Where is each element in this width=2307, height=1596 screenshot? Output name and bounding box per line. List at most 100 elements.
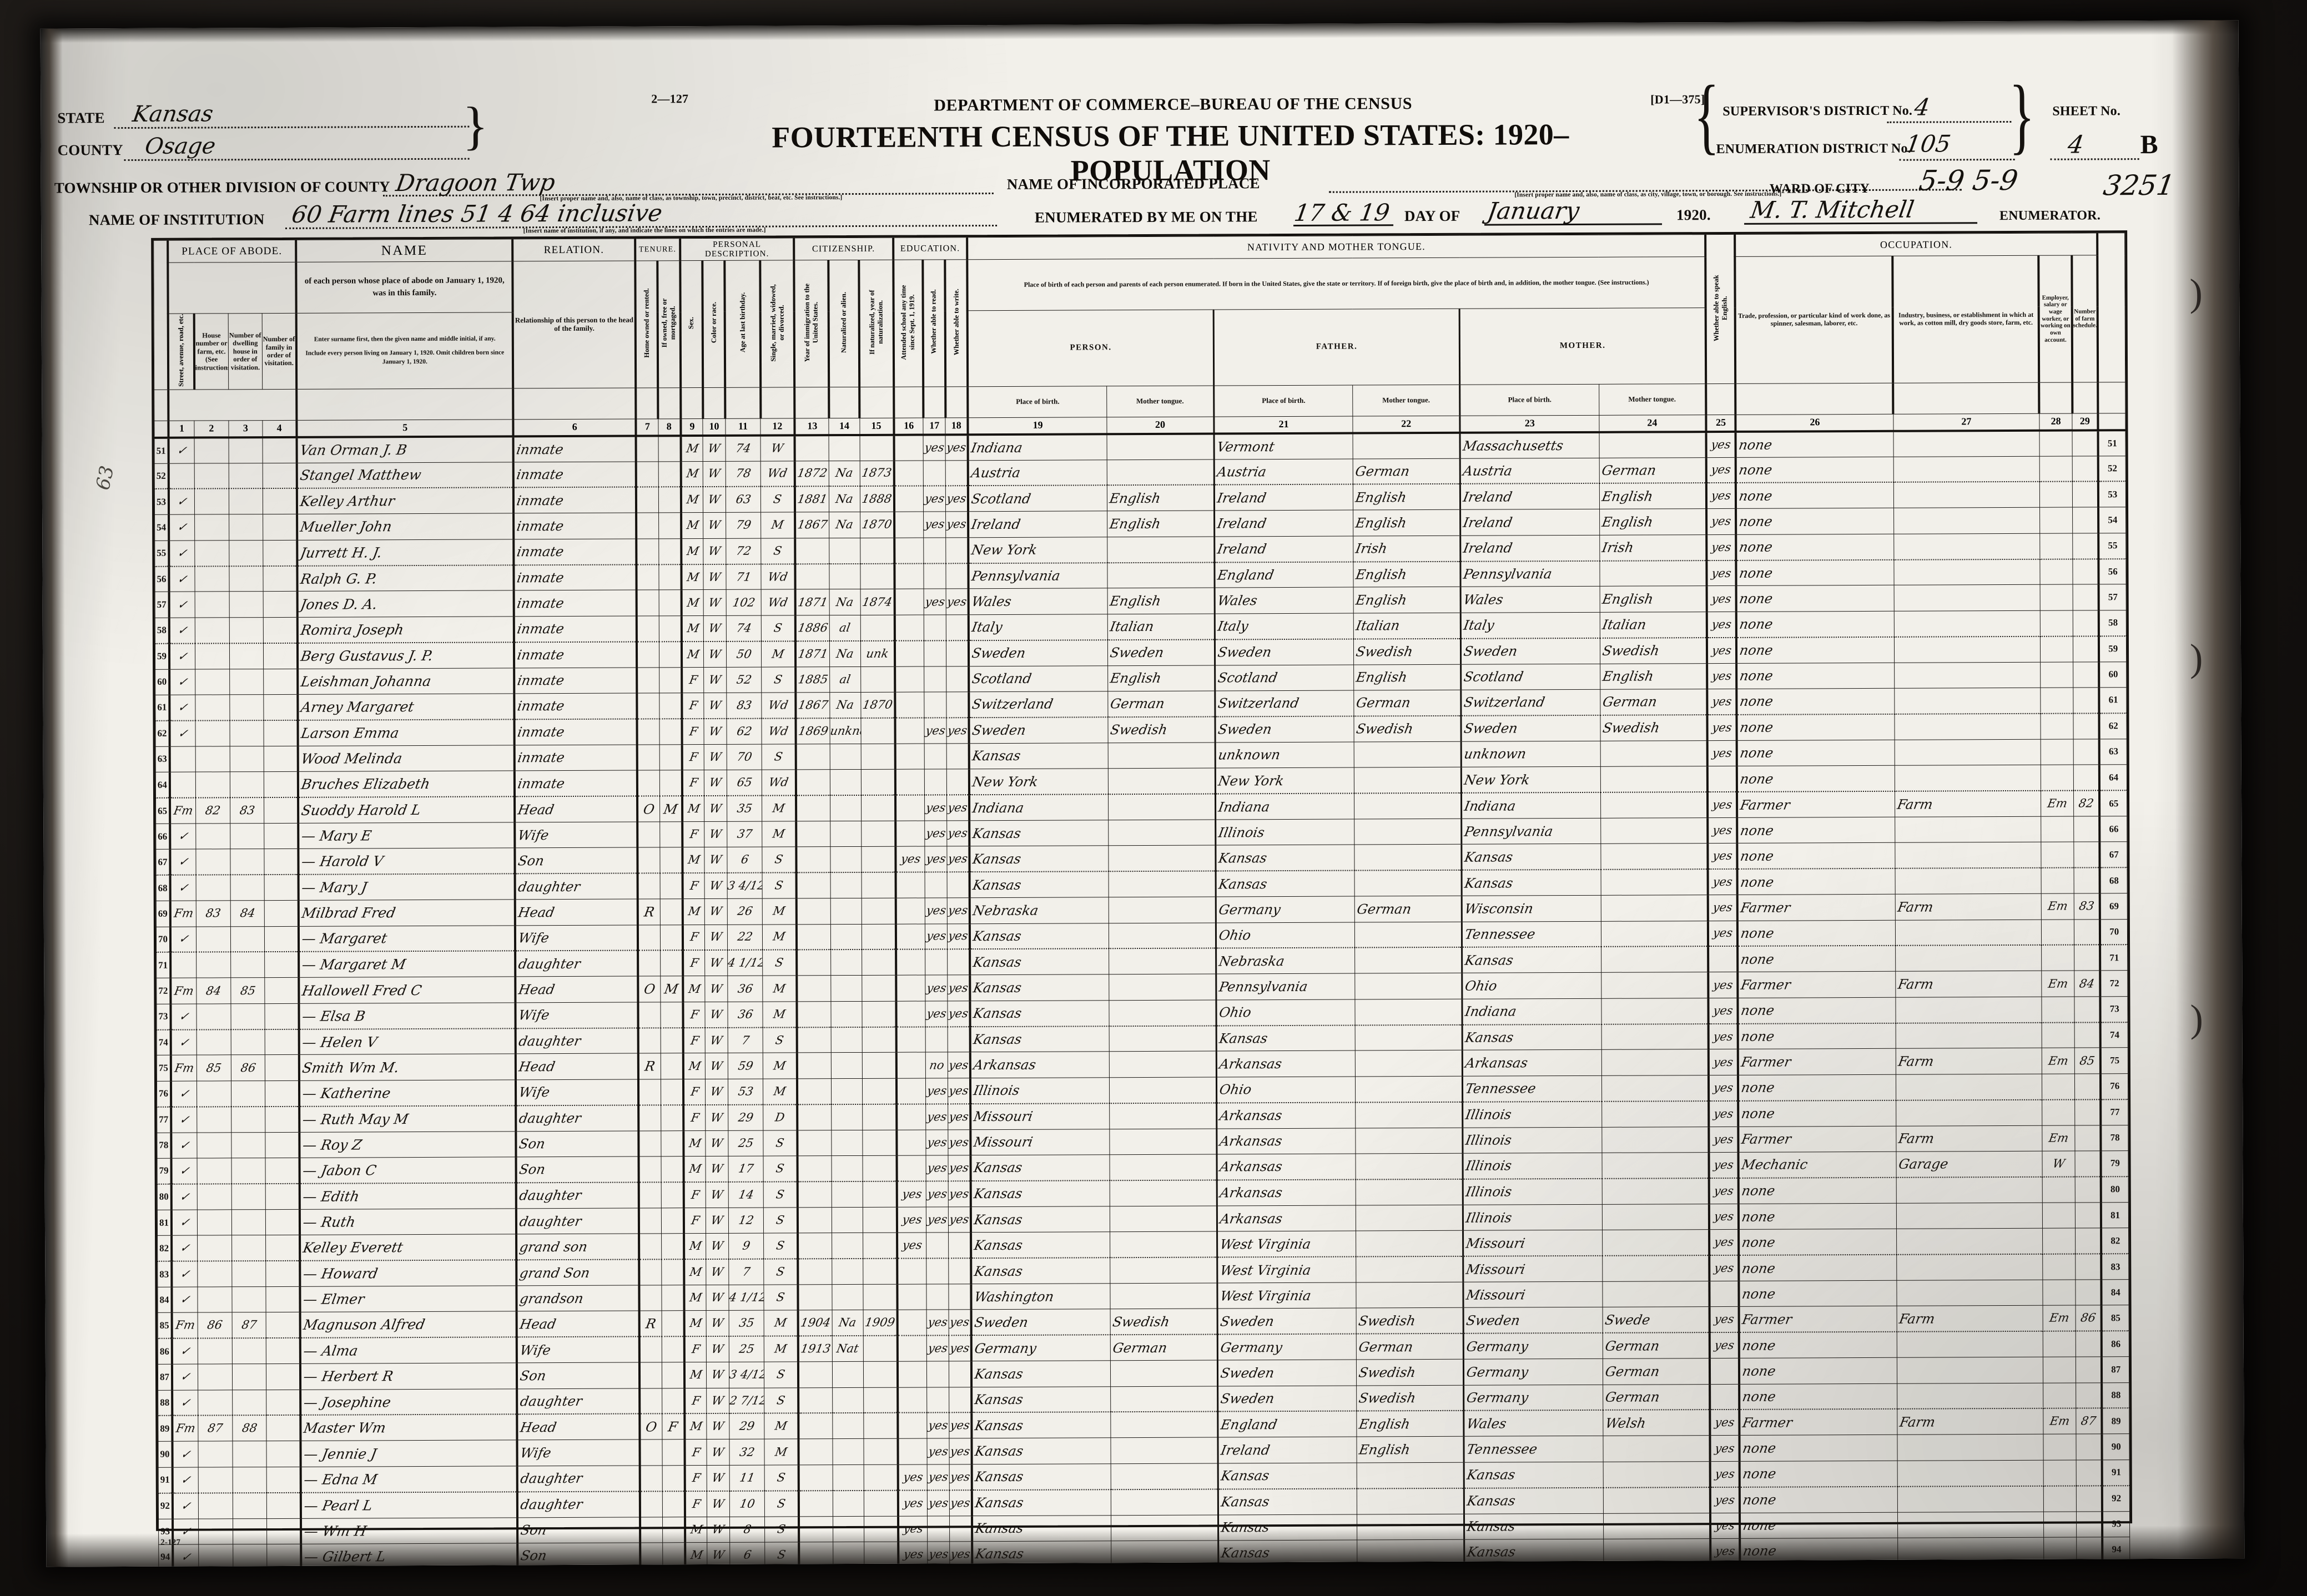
- col-relation[interactable]: daughter: [517, 1388, 640, 1415]
- col-mother-birth[interactable]: Switzerland: [1461, 689, 1600, 716]
- col-house[interactable]: [198, 1441, 233, 1467]
- col-person-tongue[interactable]: [1110, 1282, 1218, 1310]
- col-employer[interactable]: [2041, 867, 2074, 894]
- col-father-tongue[interactable]: [1356, 1127, 1463, 1154]
- col-person-tongue[interactable]: [1111, 1514, 1218, 1541]
- col-marital[interactable]: Wd: [762, 718, 797, 744]
- col-name[interactable]: Larson Emma: [298, 719, 515, 746]
- col-mortgage[interactable]: [662, 1440, 685, 1466]
- col-home-owned[interactable]: O: [638, 976, 661, 1002]
- col-mother-birth[interactable]: Kansas: [1462, 870, 1601, 896]
- col-school[interactable]: [895, 923, 925, 950]
- col-name[interactable]: Wood Melinda: [298, 745, 515, 772]
- col-farm-no[interactable]: [2073, 816, 2100, 842]
- col-family[interactable]: [265, 1080, 300, 1107]
- col-person-tongue[interactable]: [1110, 1437, 1218, 1464]
- col-street[interactable]: ✓: [171, 1235, 198, 1261]
- col-family[interactable]: [265, 1132, 300, 1158]
- col-age[interactable]: 29: [728, 1104, 764, 1131]
- col-read[interactable]: yes: [925, 923, 948, 949]
- col-relation[interactable]: Son: [517, 1542, 641, 1567]
- col-person-tongue[interactable]: [1109, 1103, 1217, 1129]
- col-mortgage[interactable]: [661, 1233, 684, 1260]
- col-mother-birth[interactable]: Tennessee: [1464, 1436, 1603, 1463]
- col-farm-no[interactable]: [2076, 1511, 2103, 1537]
- col-family[interactable]: [266, 1492, 301, 1519]
- col-nat-year[interactable]: [861, 872, 896, 898]
- col-school[interactable]: [896, 1027, 926, 1053]
- col-sex[interactable]: M: [683, 1130, 706, 1156]
- col-employer[interactable]: [2040, 610, 2073, 637]
- col-nat-year[interactable]: [862, 1027, 896, 1053]
- col-naturalized[interactable]: [829, 435, 860, 461]
- col-name[interactable]: Berg Gustavus J. P.: [298, 642, 515, 669]
- col-speak-english[interactable]: yes: [1709, 1127, 1739, 1153]
- col-speak-english[interactable]: yes: [1708, 1049, 1739, 1075]
- col-marital[interactable]: S: [764, 1516, 799, 1543]
- col-nat-year[interactable]: [863, 1233, 897, 1259]
- col-relation[interactable]: grandson: [516, 1285, 639, 1312]
- col-mother-birth[interactable]: Massachusetts: [1460, 432, 1599, 458]
- col-employer[interactable]: Em: [2042, 1048, 2075, 1074]
- col-immigration[interactable]: 1886: [795, 615, 830, 642]
- col-mortgage[interactable]: [662, 1362, 684, 1388]
- col-dwelling[interactable]: [231, 1106, 265, 1133]
- col-naturalized[interactable]: al: [829, 615, 861, 641]
- col-farm-no[interactable]: [2074, 1099, 2101, 1125]
- col-family[interactable]: [266, 1286, 300, 1312]
- col-speak-english[interactable]: yes: [1709, 1204, 1739, 1230]
- col-farm-no[interactable]: [2073, 558, 2099, 585]
- col-read[interactable]: yes: [924, 718, 947, 744]
- col-marital[interactable]: S: [764, 1259, 798, 1285]
- col-race[interactable]: W: [705, 1079, 728, 1105]
- col-home-owned[interactable]: [636, 590, 659, 616]
- col-mortgage[interactable]: [662, 1491, 685, 1517]
- col-father-tongue[interactable]: [1355, 973, 1463, 999]
- col-house[interactable]: [197, 1080, 231, 1107]
- col-school[interactable]: [894, 640, 924, 666]
- col-speak-english[interactable]: yes: [1708, 920, 1738, 947]
- col-home-owned[interactable]: [639, 1465, 663, 1492]
- col-mother-birth[interactable]: New York: [1461, 766, 1601, 793]
- col-industry[interactable]: Farm: [1895, 971, 2042, 997]
- col-industry[interactable]: Farm: [1896, 1048, 2042, 1075]
- col-father-tongue[interactable]: English: [1353, 664, 1462, 691]
- col-employer[interactable]: [2041, 842, 2074, 868]
- col-naturalized[interactable]: Na: [829, 512, 860, 538]
- col-person-tongue[interactable]: [1110, 1205, 1217, 1232]
- col-father-birth[interactable]: Sweden: [1217, 1385, 1357, 1412]
- col-naturalized[interactable]: Na: [832, 1310, 863, 1336]
- col-occupation[interactable]: none: [1736, 662, 1895, 689]
- col-mother-birth[interactable]: Sweden: [1460, 638, 1600, 664]
- col-race[interactable]: W: [704, 744, 727, 770]
- col-sex[interactable]: F: [684, 1465, 707, 1491]
- col-father-tongue[interactable]: [1354, 819, 1462, 845]
- col-marital[interactable]: D: [763, 1104, 798, 1130]
- col-mortgage[interactable]: [660, 898, 683, 925]
- col-street[interactable]: ✓: [169, 514, 195, 541]
- col-read[interactable]: yes: [923, 486, 946, 512]
- col-school[interactable]: [895, 975, 926, 1001]
- col-write[interactable]: [946, 614, 969, 641]
- col-mortgage[interactable]: [661, 1130, 684, 1156]
- col-nat-year[interactable]: [864, 1542, 898, 1567]
- col-house[interactable]: [198, 1467, 233, 1493]
- col-speak-english[interactable]: [1709, 1281, 1739, 1307]
- col-mortgage[interactable]: [661, 1182, 684, 1208]
- col-speak-english[interactable]: yes: [1707, 689, 1737, 715]
- col-street[interactable]: ✓: [169, 695, 196, 721]
- col-race[interactable]: W: [703, 615, 727, 642]
- col-immigration[interactable]: [798, 1259, 833, 1285]
- col-occupation[interactable]: none: [1735, 456, 1894, 483]
- col-naturalized[interactable]: [831, 1001, 862, 1027]
- col-school[interactable]: [894, 512, 924, 538]
- col-industry[interactable]: [1895, 868, 2042, 895]
- col-mortgage[interactable]: M: [659, 796, 682, 822]
- col-immigration[interactable]: [799, 1464, 833, 1491]
- col-race[interactable]: W: [707, 1516, 730, 1543]
- col-relation[interactable]: daughter: [516, 1182, 639, 1209]
- col-nat-year[interactable]: [862, 1001, 896, 1027]
- col-farm-no[interactable]: [2075, 1202, 2102, 1229]
- col-read[interactable]: [924, 614, 946, 641]
- col-home-owned[interactable]: [639, 1336, 662, 1363]
